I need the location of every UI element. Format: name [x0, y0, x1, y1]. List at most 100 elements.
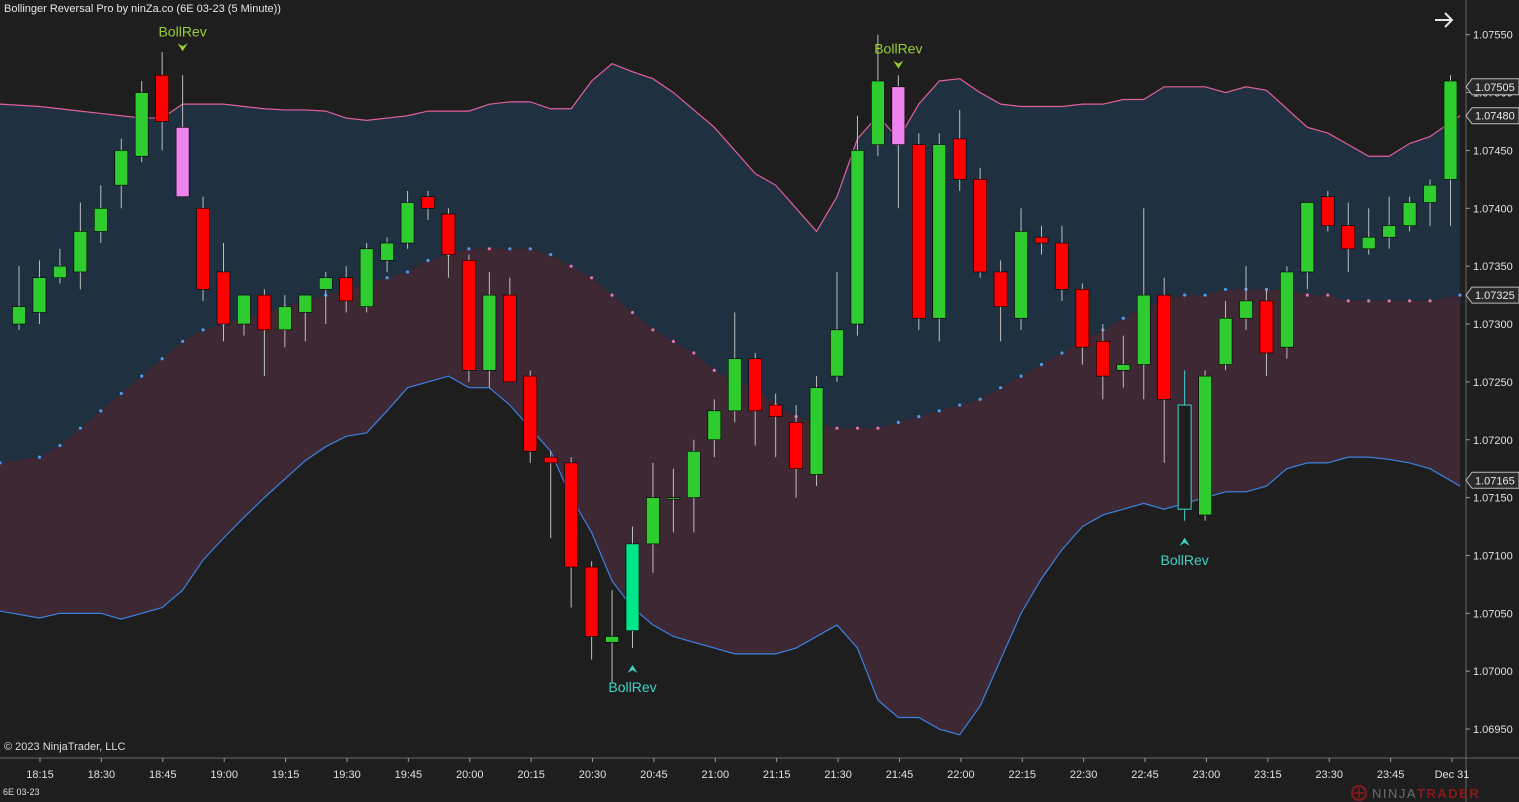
trend-dot — [78, 426, 82, 430]
y-tick-label: 1.07450 — [1473, 145, 1513, 157]
price-marker-box — [1465, 78, 1519, 96]
trend-dot — [487, 247, 491, 251]
trend-dot — [1121, 316, 1125, 320]
candle-body — [482, 294, 497, 371]
trend-dot — [1387, 299, 1391, 303]
candle — [871, 34, 885, 157]
trend-dot — [590, 276, 594, 280]
candle — [1034, 225, 1049, 255]
candle-body — [789, 422, 803, 469]
candle — [1382, 196, 1396, 249]
candle — [523, 370, 538, 463]
trend-dot — [651, 328, 655, 332]
signal-bear: BollRev — [158, 23, 207, 52]
x-tick-label: 21:00 — [702, 769, 730, 781]
candle-body — [1361, 236, 1376, 250]
candle-body — [237, 294, 251, 325]
candle-body — [1116, 364, 1131, 371]
candle-body — [441, 213, 456, 255]
trend-dot — [160, 357, 164, 361]
candle-body — [155, 74, 169, 122]
candle-body — [646, 497, 660, 545]
candle — [400, 190, 415, 249]
x-tick-label: 20:15 — [517, 769, 545, 781]
candle — [1321, 190, 1335, 232]
candle-body — [911, 144, 926, 319]
trend-dot — [0, 461, 2, 465]
candle — [973, 167, 987, 278]
candle-body — [1382, 225, 1396, 238]
candle-body — [1218, 317, 1233, 365]
signal-arrow-down-icon — [893, 60, 904, 69]
candle-body — [114, 150, 129, 186]
y-tick-label: 1.07300 — [1473, 319, 1513, 331]
candle — [12, 266, 26, 330]
candle — [1157, 277, 1171, 463]
candle — [543, 451, 558, 539]
signal-label: BollRev — [874, 41, 922, 57]
x-tick-label: 18:30 — [88, 769, 116, 781]
candle-body — [257, 294, 272, 331]
trend-dot — [1223, 287, 1228, 291]
candle-body — [830, 329, 844, 377]
y-tick-label: 1.07150 — [1473, 493, 1513, 505]
band-lines-layer — [0, 62, 1461, 736]
price-marker-box — [1465, 107, 1519, 125]
candle-body — [1423, 184, 1437, 203]
candle — [584, 561, 599, 660]
x-tick-label: 19:30 — [333, 769, 361, 781]
candle-body — [523, 375, 538, 452]
candle-body — [380, 242, 394, 261]
y-tick-label: 1.07200 — [1473, 435, 1513, 447]
price-marker-label: 1.07505 — [1475, 82, 1515, 94]
candle — [1280, 266, 1294, 359]
price-marker-label: 1.07165 — [1475, 475, 1515, 487]
ninjatrader-logo-icon — [1351, 785, 1367, 801]
trend-dot — [569, 264, 573, 268]
candles-layer — [12, 34, 1458, 683]
trend-dot — [385, 276, 389, 280]
trend-dot — [508, 247, 512, 251]
arrow-right-icon[interactable] — [1432, 8, 1456, 32]
trend-dot — [405, 270, 410, 274]
candle — [1198, 370, 1212, 521]
trend-dot — [896, 420, 900, 424]
upper-band-fill — [0, 63, 1460, 463]
price-marker-box — [1465, 286, 1519, 304]
trend-dot — [610, 293, 614, 297]
candle — [278, 295, 292, 348]
trend-dot — [181, 339, 185, 343]
candle-body — [1075, 289, 1090, 348]
candle-body — [564, 462, 578, 568]
x-tick-label: 22:15 — [1008, 769, 1036, 781]
candle-body — [871, 80, 885, 145]
candle-body — [462, 260, 476, 371]
candle-body — [53, 265, 67, 279]
trend-dot — [671, 339, 676, 343]
candle — [564, 457, 578, 608]
candle-body — [1198, 375, 1212, 516]
price-marker-label: 1.07480 — [1475, 111, 1515, 123]
candle — [1300, 202, 1315, 290]
candle — [134, 81, 149, 163]
candle — [53, 248, 67, 284]
x-tick-label: 19:45 — [395, 769, 423, 781]
trend-dot — [467, 247, 471, 251]
signals-layer: BollRev BollRev BollRev BollRev — [158, 23, 1208, 695]
trend-dot — [1039, 362, 1044, 367]
candle — [237, 294, 251, 336]
candle-body — [1341, 225, 1356, 250]
candle-body — [1055, 242, 1069, 290]
brand-logo: NINJATRADER — [1350, 784, 1480, 802]
candle-body — [196, 208, 210, 290]
candle-body — [605, 636, 619, 643]
candle — [73, 202, 88, 290]
candle — [1259, 289, 1274, 377]
x-tick-label: 19:15 — [272, 769, 300, 781]
candle-body — [1321, 196, 1335, 226]
trend-dot — [876, 426, 880, 430]
trend-dot — [1019, 374, 1023, 378]
candle — [727, 312, 742, 423]
